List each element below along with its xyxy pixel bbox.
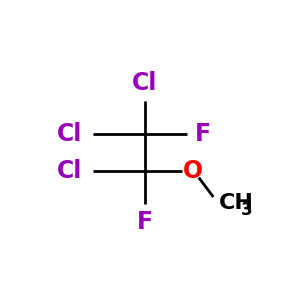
Text: O: O: [183, 159, 203, 183]
Text: 3: 3: [240, 201, 252, 219]
Text: Cl: Cl: [57, 159, 82, 183]
Text: Cl: Cl: [132, 71, 157, 95]
Text: CH: CH: [218, 194, 253, 214]
Text: F: F: [136, 210, 153, 234]
Text: F: F: [195, 122, 212, 146]
Text: Cl: Cl: [57, 122, 82, 146]
